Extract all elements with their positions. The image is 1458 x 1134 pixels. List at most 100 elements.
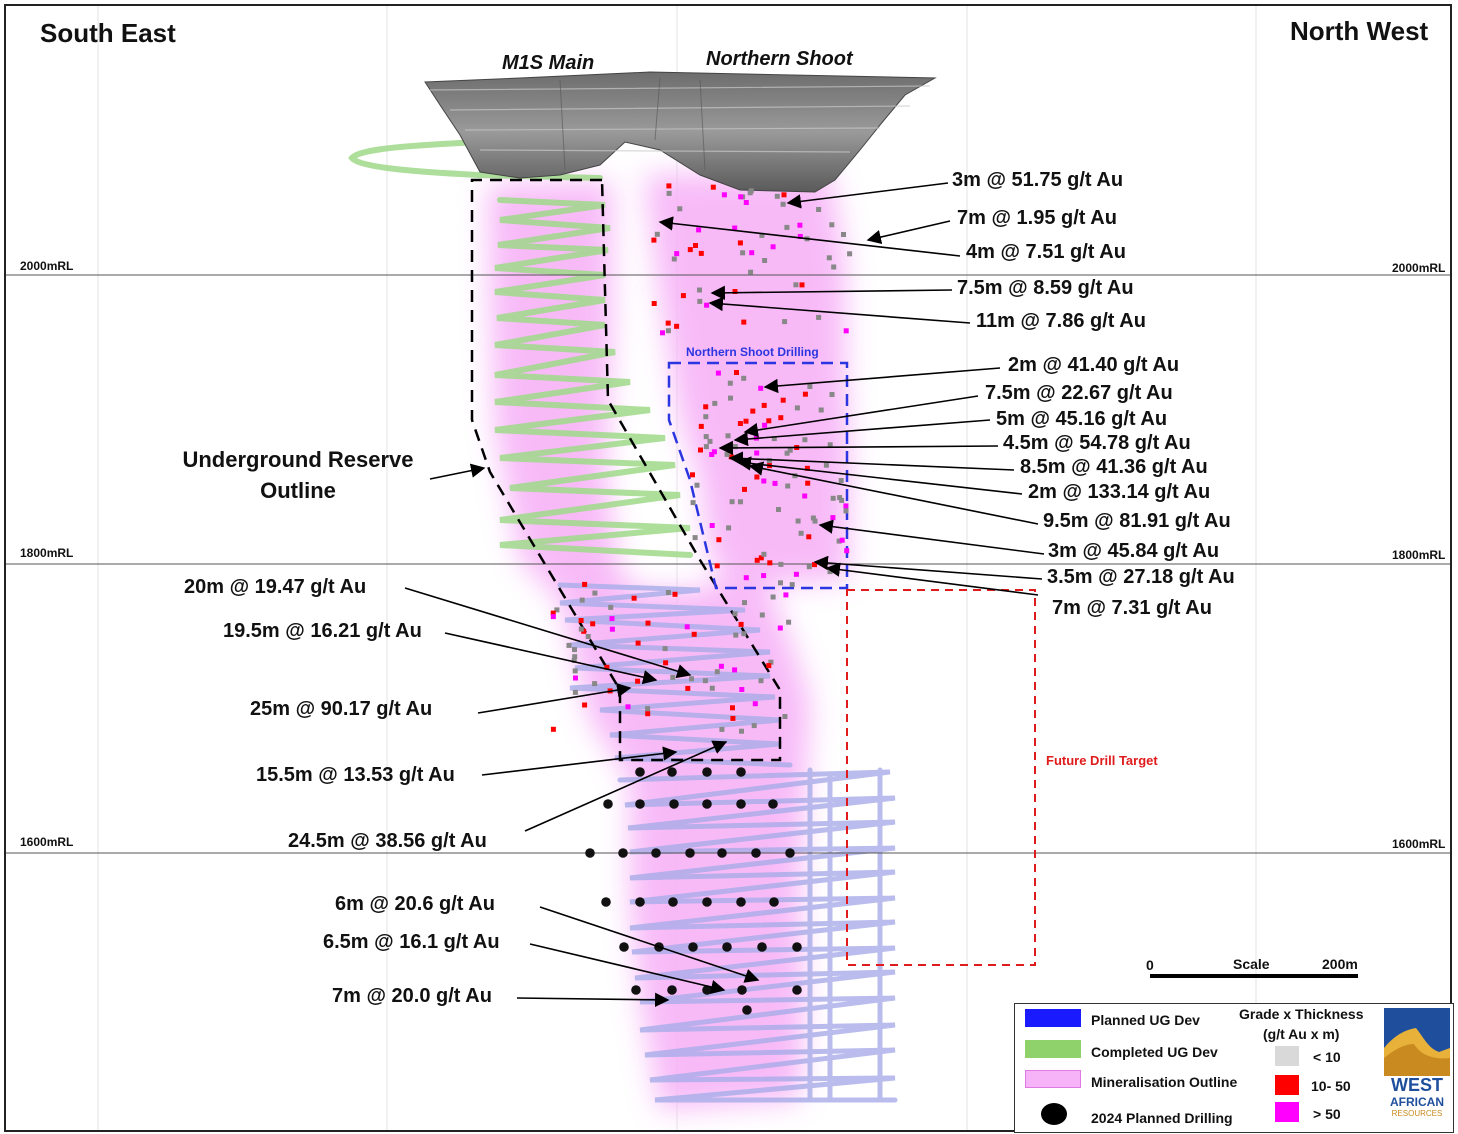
- drill-intercept-marker: [839, 537, 845, 543]
- drill-intercept-marker: [739, 728, 744, 734]
- planned-drill-hole: [736, 897, 746, 907]
- drill-intercept-marker: [758, 555, 764, 561]
- drill-intercept-marker: [752, 701, 758, 707]
- drill-intercept-marker: [831, 264, 837, 270]
- drill-intercept-marker: [802, 493, 808, 499]
- drill-intercept-marker: [780, 201, 786, 207]
- drill-intercept-marker: [550, 610, 556, 616]
- drill-intercept-marker: [585, 634, 591, 639]
- planned-drill-hole: [631, 985, 641, 995]
- drill-intercept-marker: [738, 621, 744, 627]
- planned-drill-hole: [768, 799, 778, 809]
- drill-intercept-marker: [582, 702, 588, 708]
- scale-end-label: 200m: [1322, 956, 1358, 972]
- drill-intercept-marker: [799, 282, 805, 288]
- drill-intercept-marker: [710, 184, 716, 190]
- drill-intercept-marker: [777, 625, 783, 631]
- drill-intercept-marker: [609, 616, 615, 622]
- drill-intercept-marker: [592, 590, 598, 596]
- drill-intercept-marker: [665, 328, 671, 334]
- drill-intercept-marker: [631, 595, 637, 601]
- level-label-right: 2000mRL: [1392, 261, 1446, 275]
- level-label-right: 1800mRL: [1392, 548, 1446, 562]
- drill-intercept-marker: [748, 269, 754, 275]
- drill-intercept-marker: [743, 200, 749, 205]
- drill-intercept-marker: [816, 207, 822, 212]
- planned-drill-hole: [651, 848, 661, 858]
- scale-bar: [1150, 974, 1358, 978]
- logo-line-2: AFRICAN: [1390, 1095, 1444, 1109]
- drill-intercept-marker: [838, 478, 844, 483]
- legend-label: 2024 Planned Drilling: [1091, 1110, 1233, 1126]
- drill-intercept-marker: [704, 302, 710, 308]
- drill-intercept-marker: [609, 626, 615, 632]
- annotation-arrow: [477, 682, 632, 714]
- drill-intercept-marker: [687, 247, 693, 253]
- annotation-arrow: [710, 285, 953, 301]
- drill-intercept-marker: [749, 250, 755, 256]
- annotation-arrow: [763, 367, 1001, 394]
- scale-start-label: 0: [1146, 957, 1154, 973]
- drill-intercept-marker: [651, 301, 657, 306]
- planned-drill-hole: [737, 985, 747, 995]
- drill-intercept-marker: [718, 663, 724, 669]
- drill-intercept-marker: [778, 580, 783, 586]
- drill-intercept-marker: [732, 611, 738, 617]
- drill-intercept-marker: [665, 320, 671, 326]
- drill-intercept-marker: [674, 323, 680, 329]
- drill-intercept-marker: [823, 462, 829, 468]
- drill-intercept-marker: [578, 626, 584, 632]
- annotation-arrow: [718, 440, 999, 456]
- drill-intercept-marker: [806, 534, 812, 540]
- annotation-arrow: [818, 519, 1045, 555]
- intercept-annotation: 7m @ 20.0 g/t Au: [332, 985, 492, 1007]
- completed-ug-dev: [348, 139, 693, 558]
- drill-intercept-marker: [827, 569, 833, 575]
- northern-shoot-label: Northern Shoot: [706, 48, 853, 70]
- drill-intercept-marker: [789, 582, 795, 588]
- annotation-arrow: [429, 463, 486, 480]
- drill-intercept-marker: [696, 227, 702, 233]
- drill-intercept-marker: [571, 657, 577, 663]
- drill-intercept-marker: [770, 244, 776, 250]
- drill-intercept-marker: [738, 499, 743, 505]
- drill-intercept-marker: [794, 405, 800, 411]
- drill-intercept-marker: [807, 384, 813, 389]
- northern-shoot-drilling-box: [667, 361, 849, 590]
- drill-intercept-marker: [714, 669, 720, 675]
- annotation-arrow: [786, 182, 949, 209]
- drill-intercept-marker: [772, 480, 778, 486]
- drill-intercept-marker: [742, 600, 747, 606]
- level-label-left: 1600mRL: [20, 835, 74, 849]
- intercept-annotation: 3m @ 51.75 g/t Au: [952, 169, 1124, 191]
- planned-drill-hole: [603, 799, 613, 809]
- drill-intercept-marker: [774, 193, 780, 199]
- drill-intercept-marker: [645, 711, 651, 717]
- annotation-arrow: [658, 216, 961, 257]
- drill-intercept-marker: [829, 222, 835, 228]
- drill-intercept-marker: [721, 192, 727, 198]
- future-drill-target-label: Future Drill Target: [1046, 753, 1158, 768]
- drill-intercept-marker: [759, 612, 765, 618]
- drill-intercept-marker: [816, 314, 822, 320]
- drill-intercept-marker: [711, 449, 717, 455]
- drill-intercept-marker: [572, 668, 578, 674]
- intercept-annotation: 7.5m @ 22.67 g/t Au: [985, 382, 1173, 404]
- drill-intercept-marker: [806, 564, 812, 570]
- drill-intercept-marker: [693, 243, 698, 248]
- annotation-arrows: [404, 182, 1045, 1008]
- drill-intercept-marker: [690, 472, 695, 478]
- legend: Planned UG Dev Completed UG Dev Minerali…: [1014, 1003, 1454, 1133]
- legend-grade-label: > 50: [1313, 1106, 1341, 1122]
- drill-intercept-marker: [550, 614, 556, 620]
- drill-intercept-marker: [666, 190, 672, 196]
- legend-grade-swatch-high: [1275, 1102, 1299, 1122]
- intercept-annotation: 2m @ 41.40 g/t Au: [1008, 354, 1180, 376]
- planned-drill-hole: [702, 767, 712, 777]
- drill-intercept-marker: [839, 497, 845, 503]
- intercept-annotation: 9.5m @ 81.91 g/t Au: [1043, 510, 1231, 532]
- annotation-arrow: [813, 555, 1043, 580]
- drill-intercept-marker: [674, 251, 680, 257]
- reserve-outline: [470, 178, 782, 762]
